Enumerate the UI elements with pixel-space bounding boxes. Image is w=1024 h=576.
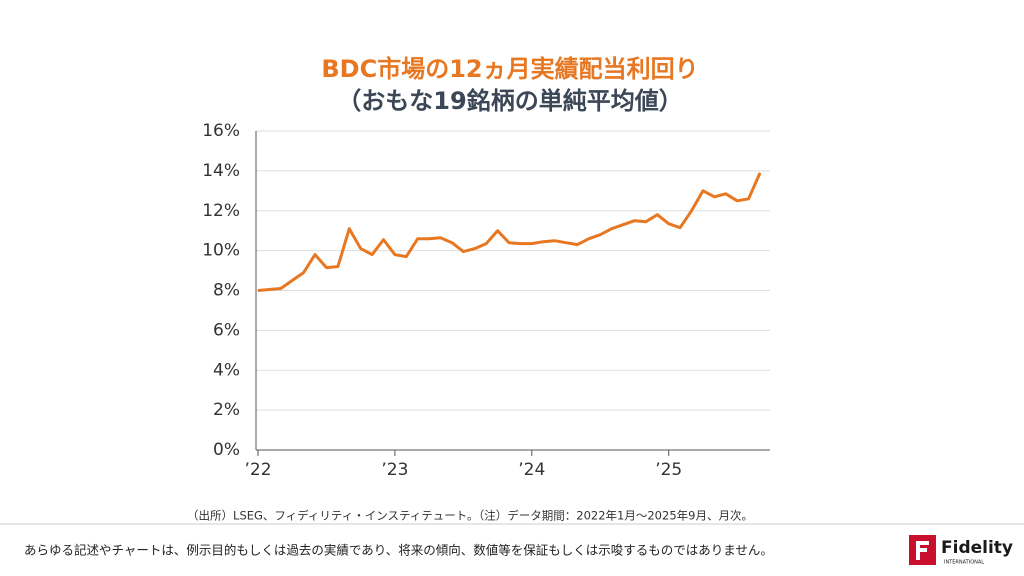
disclaimer: あらゆる記述やチャートは、例示目的もしくは過去の実績であり、将来の傾向、数値等を… <box>24 543 773 558</box>
y-tick-label: 4% <box>213 360 240 380</box>
x-tick-label: ’23 <box>381 460 408 480</box>
x-tick-label: ’24 <box>518 460 545 480</box>
y-tick-label: 6% <box>213 320 240 340</box>
y-tick-label: 14% <box>202 161 240 181</box>
y-tick-label: 8% <box>213 281 240 301</box>
x-tick-label: ’22 <box>244 460 271 480</box>
chart-title: BDC市場の12ヵ月実績配当利回り <box>321 55 698 83</box>
y-tick-label: 10% <box>202 241 240 261</box>
logo: Fidelity INTERNATIONAL <box>909 535 1013 566</box>
y-tick-label: 16% <box>202 121 240 141</box>
chart-subtitle: （おもな19銘柄の単純平均値） <box>337 87 682 115</box>
data-line <box>257 172 762 292</box>
logo-name: Fidelity <box>941 538 1013 558</box>
y-tick-label: 2% <box>213 400 240 420</box>
y-tick-label: 0% <box>213 440 240 460</box>
y-tick-label: 12% <box>202 201 240 221</box>
logo-sub: INTERNATIONAL <box>944 560 984 566</box>
logo-glyph <box>916 541 929 560</box>
source-note: （出所）LSEG、フィディリティ・インスティテュート。（注）データ期間：2022… <box>187 509 753 523</box>
x-tick-label: ’25 <box>655 460 682 480</box>
